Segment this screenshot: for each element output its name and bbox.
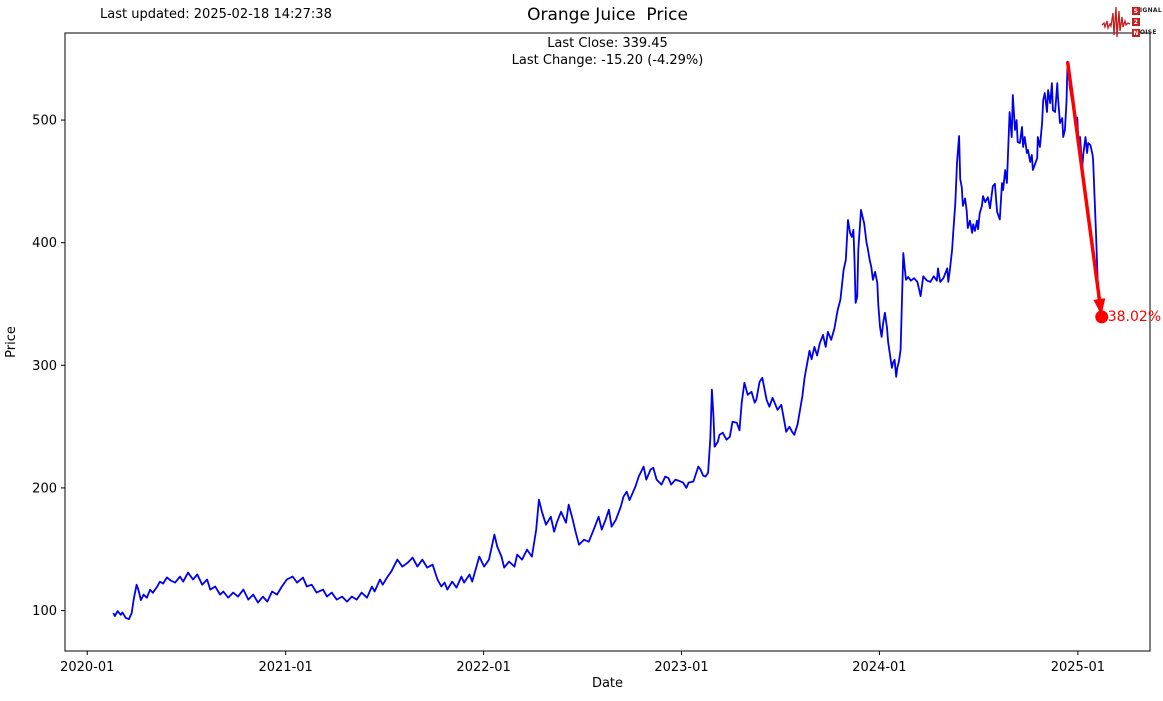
logo-row-signal: S IGNAL: [1131, 7, 1162, 15]
logo-text: S IGNAL 2 N OISE: [1131, 7, 1162, 37]
chart-title: Orange Juice Price: [527, 5, 688, 25]
last-change-text: Last Change: -15.20 (-4.29%): [511, 53, 704, 68]
logo-row-noise: N OISE: [1131, 29, 1157, 37]
x-axis-label: Date: [592, 676, 623, 691]
x-tick-label: 2020-01: [60, 660, 114, 675]
x-tick-label: 2024-01: [852, 660, 906, 675]
plot-border: [64, 32, 1151, 652]
y-tick-label: 200: [32, 481, 57, 496]
drawdown-annotation: 38.02%: [1108, 309, 1161, 325]
y-axis-label: Price: [4, 326, 19, 358]
logo-letter-2: 2: [1131, 18, 1140, 26]
x-tick-label: 2022-01: [456, 660, 510, 675]
y-tick-label: 300: [32, 359, 57, 374]
x-tick-label: 2023-01: [654, 660, 708, 675]
chart-subtitle: Last Close: 339.45 Last Change: -15.20 (…: [65, 35, 1150, 69]
y-tick-label: 500: [32, 114, 57, 129]
signal2noise-logo: S IGNAL 2 N OISE: [1101, 3, 1162, 41]
last-close-text: Last Close: 339.45: [547, 36, 668, 51]
x-tick-label: 2021-01: [259, 660, 313, 675]
x-tick-label: 2025-01: [1051, 660, 1105, 675]
last-price-dot: [1095, 310, 1109, 324]
drawdown-arrow-line: [1065, 61, 1102, 300]
waveform-icon: [1101, 6, 1131, 38]
logo-letter-n: N: [1131, 29, 1140, 37]
price-line: [112, 60, 1103, 620]
logo-letter-s: S: [1131, 7, 1140, 15]
y-tick-label: 400: [32, 236, 57, 251]
y-tick-label: 100: [32, 604, 57, 619]
logo-row-2: 2: [1131, 18, 1162, 26]
last-updated-text: Last updated: 2025-02-18 14:27:38: [100, 7, 332, 22]
